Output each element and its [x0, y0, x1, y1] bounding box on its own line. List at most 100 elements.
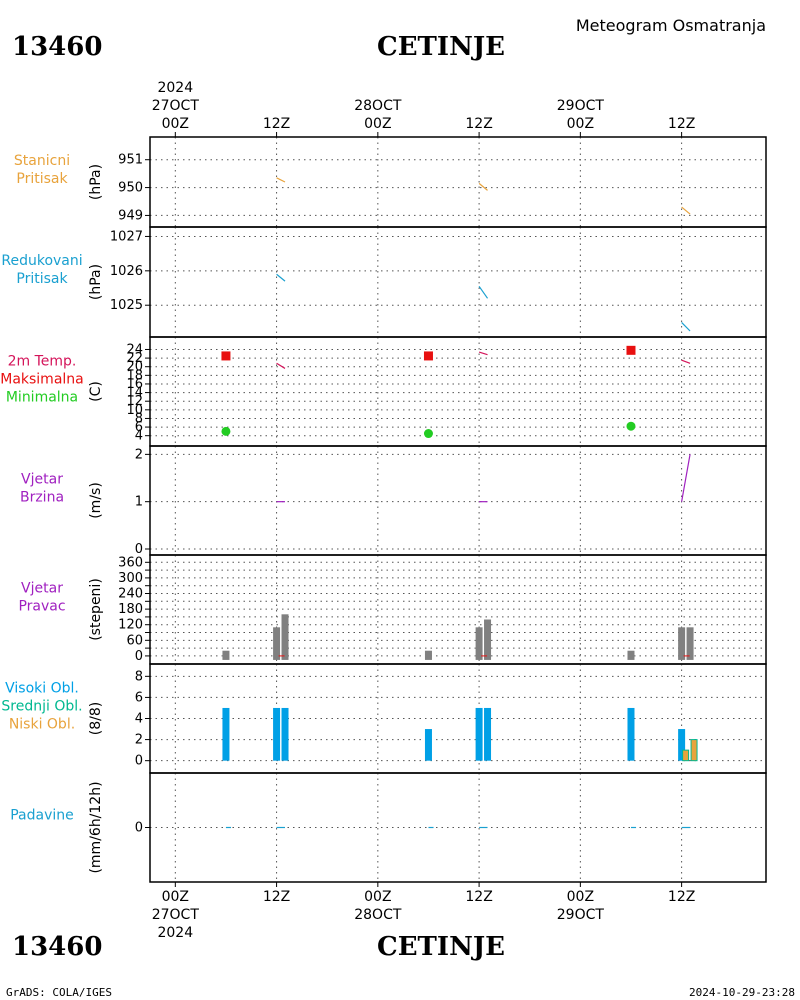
y-tick-label: 1026 [110, 264, 143, 279]
panel-label: Minimalna [6, 390, 78, 406]
top-hour-label: 00Z [364, 116, 391, 132]
temp-line [276, 362, 286, 369]
wind-direction-bar [686, 627, 694, 660]
y-tick-label: 12 [126, 394, 143, 409]
station-id-bottom: 13460 [12, 932, 102, 962]
min-temp-marker [221, 426, 231, 436]
bottom-hour-label: 00Z [364, 889, 391, 905]
max-temp-marker [221, 351, 231, 361]
panels: 949950951(hPa)StanicniPritisak1025102610… [0, 136, 767, 883]
y-axis-label: (C) [88, 381, 104, 402]
high-cloud-bar [678, 729, 686, 761]
wind-direction-bar [678, 627, 686, 660]
top-date-label: 28OCT [354, 98, 402, 114]
panel-frame [149, 445, 767, 556]
panel-label: 2m Temp. [8, 354, 77, 370]
panel-label: Padavine [10, 808, 74, 824]
panel-label: Brzina [20, 490, 64, 506]
y-tick-label: 300 [118, 571, 143, 586]
y-tick-label: 0 [135, 754, 143, 769]
y-tick-label: 14 [126, 386, 143, 401]
pressure-line [478, 182, 488, 191]
wind-direction-bar [484, 619, 492, 660]
bottom-date-label: 29OCT [557, 907, 605, 923]
y-tick-label: 6 [135, 690, 143, 705]
pressure-line [681, 206, 691, 215]
panel-label: Vjetar [21, 472, 63, 488]
station-id-top: 13460 [12, 32, 102, 62]
high-cloud-bar [627, 707, 635, 761]
wind-direction-bar [273, 627, 281, 660]
panel-label: Pravac [18, 599, 65, 615]
y-tick-label: 22 [126, 351, 143, 366]
y-tick-label: 120 [118, 618, 143, 633]
y-axis-label: (hPa) [88, 264, 104, 300]
panel-label: Stanicni [14, 153, 70, 169]
top-hour-label: 12Z [668, 116, 695, 132]
top-year-label: 2024 [157, 80, 193, 96]
top-date-label: 29OCT [557, 98, 605, 114]
panel-reduced: 1025 1026 1027 (hPa) Redukovani Pritisak [1, 226, 767, 338]
timestamp-text: 2024-10-29-23:28 [689, 986, 795, 999]
temp-line [681, 359, 691, 364]
y-tick-label: 6 [135, 420, 143, 435]
pressure-line [276, 177, 286, 183]
y-tick-label: 949 [118, 208, 143, 223]
y-tick-label: 20 [126, 360, 143, 375]
y-tick-label: 180 [118, 602, 143, 617]
high-cloud-bar [484, 707, 492, 761]
high-cloud-bar [281, 707, 289, 761]
station-name-bottom: CETINJE [377, 932, 505, 962]
bottom-hour-label: 12Z [263, 889, 290, 905]
high-cloud-bar [424, 729, 432, 761]
reduced-line [681, 321, 691, 332]
y-tick-label: 1 [135, 495, 143, 510]
wind_speed-line [681, 454, 691, 502]
panel-wind_speed: 0 1 2 (m/s) Vjetar Brzina [20, 445, 767, 557]
top-hour-label: 00Z [567, 116, 594, 132]
y-tick-label: 8 [135, 669, 143, 684]
y-tick-label: 0 [135, 542, 143, 557]
reduced-line [478, 285, 489, 299]
panel-pressure: 949 950 951 (hPa) Stanicni Pritisak [14, 136, 767, 228]
station-name-top: CETINJE [377, 32, 505, 62]
y-axis-label: (stepeni) [88, 578, 104, 641]
y-tick-label: 240 [118, 587, 143, 602]
wind-direction-bar [627, 650, 635, 660]
y-tick-label: 2 [135, 447, 143, 462]
y-tick-label: 1027 [110, 229, 143, 244]
y-axis-label: (m/s) [88, 482, 104, 519]
wind-direction-bar [222, 650, 230, 660]
panel-frame [149, 336, 767, 447]
panel-clouds: 0 2 4 6 8 (8/8) Visoki Obl. Srednji Obl. Niski O… [1, 663, 767, 774]
max-temp-marker [626, 345, 636, 355]
y-tick-label: 0 [135, 649, 143, 664]
y-tick-label: 16 [126, 377, 143, 392]
panel-label: Vjetar [21, 581, 63, 597]
bottom-year-label: 2024 [157, 925, 193, 941]
low-cloud-bar [690, 739, 698, 762]
y-tick-label: 2 [135, 733, 143, 748]
bottom-hour-label: 00Z [567, 889, 594, 905]
y-tick-label: 4 [135, 712, 143, 727]
panel-label: Pritisak [16, 171, 68, 187]
y-axis-label: (hPa) [88, 164, 104, 200]
bottom-time-axis: 00Z 27OCT 2024 12Z 00Z 28OCT 12Z 00Z 29OCT 12Z [152, 882, 695, 941]
panel-label: Srednji Obl. [1, 699, 82, 715]
high-cloud-bar [475, 707, 483, 761]
top-hour-label: 12Z [465, 116, 492, 132]
panel-precip: 0 (mm/6h/12h) Padavine [10, 772, 767, 883]
bottom-hour-label: 00Z [162, 889, 189, 905]
reduced-line [276, 273, 286, 282]
top-hour-label: 00Z [162, 116, 189, 132]
min-temp-marker [423, 429, 433, 439]
high-cloud-bar [222, 707, 230, 761]
wind-direction-bar [281, 614, 289, 660]
max-temp-marker [423, 351, 433, 361]
bottom-date-label: 28OCT [354, 907, 402, 923]
y-tick-label: 950 [118, 181, 143, 196]
panel-label: Niski Obl. [9, 717, 75, 733]
